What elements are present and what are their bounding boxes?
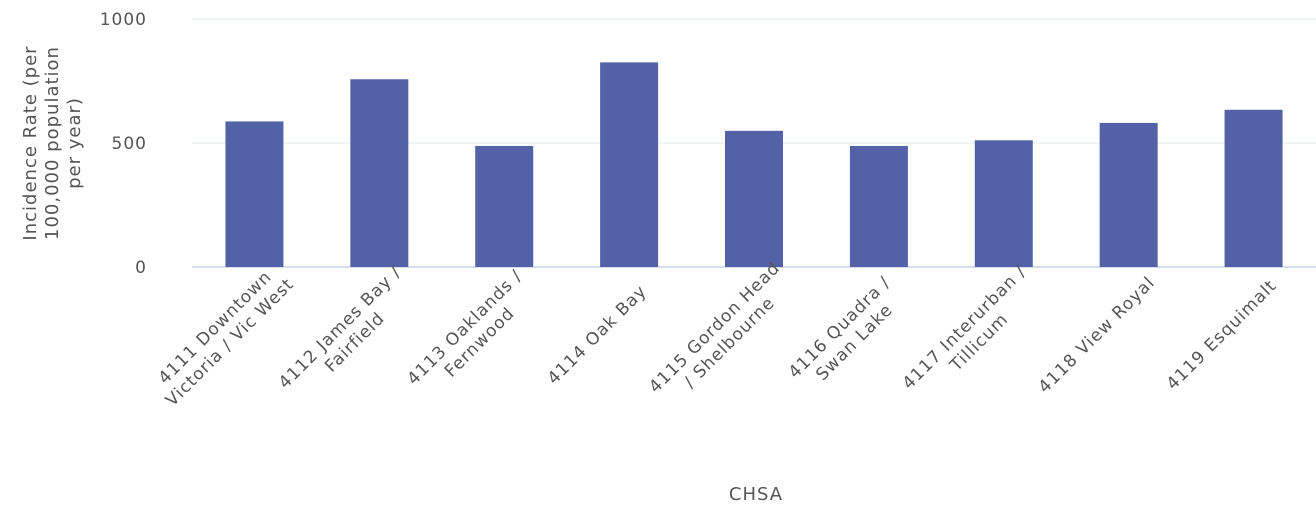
y-tick-label: 0 <box>135 258 147 278</box>
x-category-label: 4111 DowntownVictoria / Vic West <box>147 260 298 411</box>
bar[interactable] <box>1099 122 1158 267</box>
bars <box>225 62 1283 268</box>
bar[interactable] <box>1224 109 1283 267</box>
x-category-label: 4112 James Bay /Fairfield <box>275 262 420 407</box>
x-category-label: 4116 Quadra /Swan Lake <box>785 273 910 398</box>
x-category-label: 4113 Oaklands /Fernwood <box>404 266 542 404</box>
x-axis-title: CHSA <box>729 484 783 505</box>
x-category-label: 4114 Oak Bay <box>544 281 651 388</box>
y-tick-labels: 0 500 1000 <box>100 10 147 278</box>
y-tick-label: 1000 <box>100 10 147 30</box>
bar[interactable] <box>974 140 1033 267</box>
bar[interactable] <box>475 145 534 267</box>
x-category-label: 4115 Gordon Head/ Shelbourne <box>645 258 799 412</box>
x-category-label: 4118 View Royal <box>1035 273 1160 398</box>
bar[interactable] <box>350 79 409 267</box>
bar[interactable] <box>725 130 783 267</box>
y-axis-title: Incidence Rate (per100,000 populationper… <box>20 45 85 240</box>
bar[interactable] <box>849 145 908 267</box>
y-tick-label: 500 <box>112 134 147 154</box>
bar[interactable] <box>600 62 659 268</box>
x-category-label: 4119 Esquimalt <box>1163 276 1281 394</box>
x-category-label: 4117 Interurban /Tillicum <box>899 262 1046 409</box>
bar[interactable] <box>225 121 284 267</box>
